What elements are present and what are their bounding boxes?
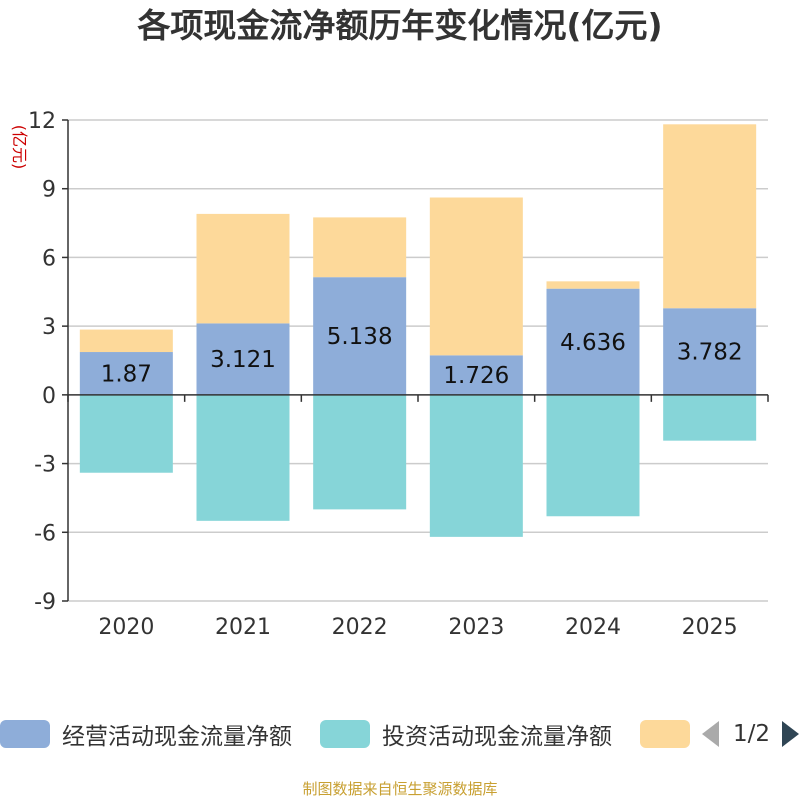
- bar-2024-series-1: [546, 394, 640, 517]
- legend-label-operating: 经营活动现金流量净额: [62, 724, 292, 750]
- bar-2020-series-1: [79, 394, 173, 473]
- bar-2022-series-2: [313, 217, 407, 278]
- data-label: 3.121: [210, 347, 276, 373]
- bar-2023-series-2: [429, 197, 523, 356]
- chart-title: 各项现金流净额历年变化情况(亿元): [137, 6, 663, 45]
- bar-2023-series-1: [429, 394, 523, 537]
- legend-swatch-investing: [320, 720, 370, 748]
- bars: [79, 124, 757, 537]
- y-tick-label: 12: [28, 109, 56, 134]
- y-tick-label: 6: [42, 246, 56, 271]
- legend-next-page-icon[interactable]: [782, 721, 799, 747]
- legend-item-investing[interactable]: 投资活动现金流量净额: [320, 714, 612, 754]
- grid-lines: [68, 119, 768, 602]
- data-labels: 1.87 3.121 5.138 1.726 4.636 3.782: [101, 324, 743, 389]
- bar-2020-series-2: [79, 329, 173, 353]
- legend-page-indicator: 1/2: [733, 721, 771, 747]
- bar-2020-series-0: [79, 352, 173, 395]
- bar-2021-series-1: [196, 394, 290, 521]
- data-label: 5.138: [327, 324, 393, 350]
- legend: 经营活动现金流量净额 投资活动现金流量净额 1/2: [0, 714, 800, 754]
- axes: 12 9 6 3 0 -3 -6 -9 2020 2021 2022 2023 2024 2025: [28, 109, 769, 640]
- bar-2025-series-1: [663, 394, 757, 441]
- x-tick-label: 2020: [98, 615, 154, 640]
- bar-2025-series-0: [663, 308, 757, 395]
- data-source-note: 制图数据来自恒生聚源数据库: [302, 780, 498, 798]
- x-tick-label: 2024: [565, 615, 621, 640]
- y-tick-label: -3: [34, 453, 56, 478]
- x-tick-label: 2021: [215, 615, 271, 640]
- y-tick-label: 9: [42, 178, 56, 203]
- bar-2022-series-1: [313, 394, 407, 510]
- y-tick-label: 3: [42, 315, 56, 340]
- x-tick-label: 2022: [332, 615, 388, 640]
- bar-2021-series-2: [196, 213, 290, 324]
- bar-2022-series-0: [313, 277, 407, 395]
- y-tick-label: -9: [34, 590, 56, 615]
- y-axis-unit-label: (亿元): [10, 125, 29, 170]
- legend-swatch-financing: [640, 720, 690, 748]
- data-label: 4.636: [560, 330, 626, 356]
- legend-label-investing: 投资活动现金流量净额: [382, 724, 612, 750]
- legend-item-financing[interactable]: [640, 714, 702, 754]
- legend-prev-page-icon[interactable]: [702, 721, 719, 747]
- data-label: 1.726: [443, 363, 509, 389]
- y-tick-label: 0: [42, 384, 56, 409]
- x-tick-label: 2025: [682, 615, 738, 640]
- data-label: 1.87: [101, 361, 152, 387]
- legend-item-operating[interactable]: 经营活动现金流量净额: [0, 714, 292, 754]
- bar-2024-series-2: [546, 281, 640, 289]
- legend-swatch-operating: [0, 720, 50, 748]
- bar-2024-series-0: [546, 288, 640, 395]
- bar-2023-series-0: [429, 355, 523, 395]
- bar-2025-series-2: [663, 124, 757, 309]
- data-label: 3.782: [677, 340, 743, 366]
- bar-2021-series-0: [196, 323, 290, 395]
- y-tick-label: -6: [34, 521, 56, 546]
- x-tick-label: 2023: [448, 615, 504, 640]
